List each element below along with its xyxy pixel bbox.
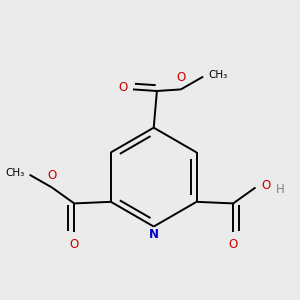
Text: O: O [70,238,79,251]
Text: O: O [261,179,271,192]
Text: O: O [176,71,185,84]
Text: O: O [118,81,127,94]
Text: O: O [47,169,56,182]
Text: O: O [229,238,238,251]
Text: N: N [149,228,159,241]
Text: CH₃: CH₃ [208,70,227,80]
Text: CH₃: CH₃ [6,168,25,178]
Text: H: H [276,183,285,196]
